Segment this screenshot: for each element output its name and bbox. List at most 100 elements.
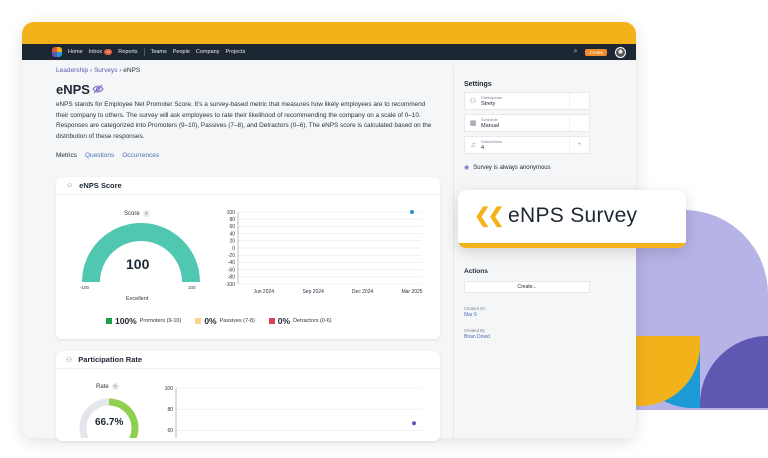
nav-reports[interactable]: Reports bbox=[118, 49, 138, 55]
anonymous-text: Survey is always anonymous bbox=[473, 164, 551, 171]
participation-gauge bbox=[79, 398, 139, 438]
nav-projects[interactable]: Projects bbox=[225, 49, 246, 55]
participation-gauge-arc bbox=[108, 398, 139, 438]
tab-bar: Metrics Questions Occurrences bbox=[56, 152, 159, 159]
legend-label: Promoters (9-10) bbox=[139, 318, 182, 324]
participants-label: Participants bbox=[481, 95, 502, 100]
legend-pct: 0% bbox=[277, 316, 291, 326]
participants-field[interactable]: ⚇ Participants Strety bbox=[464, 92, 590, 110]
subscribers-value: 4 bbox=[481, 145, 485, 151]
score-label: Score? bbox=[124, 210, 150, 217]
y-tick-label: -80 bbox=[228, 275, 235, 281]
rate-label-text: Rate bbox=[96, 384, 109, 391]
gauge-max: 100 bbox=[188, 285, 196, 290]
score-label-text: Score bbox=[124, 211, 140, 218]
enps-legend: 100% Promoters (9-10) 0% Passives (7-8) … bbox=[106, 316, 332, 326]
subscribers-field[interactable]: ♫ Subscribers 4 + bbox=[464, 136, 590, 154]
created-on-label: Created On bbox=[464, 306, 486, 311]
y-tick-label: -60 bbox=[228, 267, 235, 273]
banner-text: eNPS Survey bbox=[508, 204, 638, 227]
help-icon[interactable]: ? bbox=[111, 383, 119, 390]
nav-teams[interactable]: Teams bbox=[150, 49, 167, 55]
legend-passives: 0% Passives (7-8) bbox=[195, 316, 255, 326]
gauge-min: -100 bbox=[80, 285, 90, 290]
nav-divider bbox=[143, 48, 145, 56]
x-tick-label: Jun 2024 bbox=[253, 289, 274, 295]
schedule-value: Manual bbox=[481, 123, 500, 129]
y-tick-label: 80 bbox=[167, 407, 173, 413]
participation-card-title: Participation Rate bbox=[78, 355, 143, 364]
y-tick-label: -20 bbox=[228, 253, 235, 259]
legend-detractors: 0% Detractors (0-6) bbox=[268, 316, 332, 326]
participants-action[interactable] bbox=[569, 93, 589, 109]
breadcrumb-leadership[interactable]: Leadership bbox=[56, 67, 89, 74]
y-tick-label: 0 bbox=[232, 246, 235, 252]
breadcrumb-separator: › bbox=[119, 67, 122, 74]
breadcrumb-separator: › bbox=[89, 67, 93, 74]
y-tick-label: -100 bbox=[225, 282, 235, 288]
gauge-value: 100 bbox=[126, 256, 150, 272]
chevrons-right-icon: ❮❮ bbox=[474, 205, 504, 227]
search-icon[interactable]: ⌕ bbox=[573, 48, 578, 55]
legend-label: Passives (7-8) bbox=[219, 318, 255, 324]
nav-company[interactable]: Company bbox=[195, 49, 220, 55]
created-by-value[interactable]: Brian Dowd bbox=[464, 334, 490, 340]
participation-card-header: ⚇ Participation Rate bbox=[56, 351, 440, 369]
nav-people[interactable]: People bbox=[172, 49, 190, 55]
schedule-field[interactable]: ▦ Schedule Manual bbox=[464, 114, 590, 132]
participants-value: Strety bbox=[481, 101, 496, 107]
created-on-value: Mar 6 bbox=[464, 312, 477, 318]
tab-metrics[interactable]: Metrics bbox=[56, 152, 77, 159]
user-avatar[interactable] bbox=[615, 46, 626, 58]
y-tick-label: 60 bbox=[229, 224, 235, 230]
participation-value: 66.7% bbox=[95, 417, 124, 428]
nav-home[interactable]: Home bbox=[68, 49, 83, 55]
eye-off-icon[interactable] bbox=[92, 84, 104, 94]
settings-title: Settings bbox=[464, 81, 492, 88]
breadcrumb: Leadership › Surveys › eNPS bbox=[56, 67, 140, 74]
participation-rate-card: ⚇ Participation Rate bbox=[56, 351, 440, 441]
enps-card-header: ☺ eNPS Score bbox=[56, 177, 440, 195]
x-tick-label: Mar 2025 bbox=[401, 289, 422, 295]
rate-label: Rate? bbox=[96, 383, 119, 390]
x-tick-label: Sep 2024 bbox=[302, 289, 324, 295]
calendar-icon: ▦ bbox=[469, 120, 477, 127]
create-action-button[interactable]: Create... bbox=[464, 281, 590, 293]
gauge-result: Excellent bbox=[126, 296, 149, 302]
anonymous-note: ◉ Survey is always anonymous bbox=[464, 164, 551, 172]
data-point bbox=[412, 421, 416, 426]
legend-swatch bbox=[195, 318, 202, 324]
created-by-label: Created By bbox=[464, 328, 485, 333]
gauge-arc bbox=[82, 223, 200, 282]
create-button[interactable]: Create bbox=[585, 48, 607, 56]
nav-inbox[interactable]: Inbox 11 bbox=[89, 49, 113, 55]
y-tick-label: 20 bbox=[229, 239, 235, 245]
breadcrumb-surveys[interactable]: Surveys bbox=[93, 67, 118, 74]
legend-promoters: 100% Promoters (9-10) bbox=[106, 316, 181, 326]
page-title: eNPS bbox=[56, 82, 90, 97]
schedule-label: Schedule bbox=[481, 117, 498, 122]
y-tick-label: 100 bbox=[165, 386, 174, 392]
tab-occurrences[interactable]: Occurrences bbox=[122, 152, 160, 159]
legend-swatch bbox=[268, 318, 275, 324]
app-logo-icon[interactable] bbox=[52, 47, 62, 57]
add-subscriber-button[interactable]: + bbox=[569, 137, 589, 153]
legend-pct: 0% bbox=[204, 316, 217, 326]
enps-card-title: eNPS Score bbox=[79, 181, 122, 190]
x-tick-label: Dec 2024 bbox=[352, 289, 374, 295]
enps-survey-banner: ❮❮ eNPS Survey bbox=[458, 190, 686, 248]
y-tick-label: 60 bbox=[167, 428, 173, 434]
smile-icon: ☺ bbox=[66, 182, 74, 189]
banner-accent-bar bbox=[458, 243, 686, 248]
tab-questions[interactable]: Questions bbox=[84, 152, 115, 159]
help-icon[interactable]: ? bbox=[142, 210, 150, 217]
schedule-action[interactable] bbox=[569, 115, 589, 131]
legend-swatch bbox=[106, 318, 112, 324]
user-icon: ⚇ bbox=[469, 98, 477, 105]
top-navbar: Home Inbox 11 Reports Teams People Compan… bbox=[22, 44, 636, 60]
legend-label: Detractors (0-6) bbox=[293, 318, 332, 324]
y-tick-label: 80 bbox=[229, 217, 235, 223]
